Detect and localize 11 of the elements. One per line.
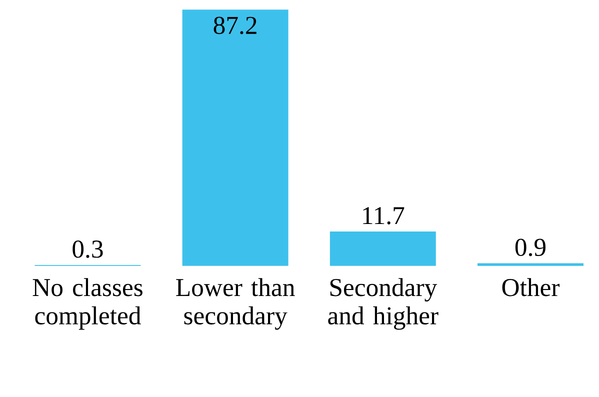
data-label: 87.2 — [214, 16, 256, 34]
bar — [330, 232, 436, 266]
x-tick-label: Secondary and higher — [328, 278, 438, 330]
bar — [182, 10, 288, 266]
x-tick-label: Other — [502, 278, 560, 296]
data-label: 11.7 — [363, 207, 404, 224]
data-label: 0.9 — [515, 238, 546, 256]
data-label: 0.3 — [72, 240, 103, 258]
x-tick-label: Lower than secondary — [176, 278, 295, 330]
x-tick-label: No classes completed — [32, 278, 142, 330]
bar — [478, 263, 584, 266]
